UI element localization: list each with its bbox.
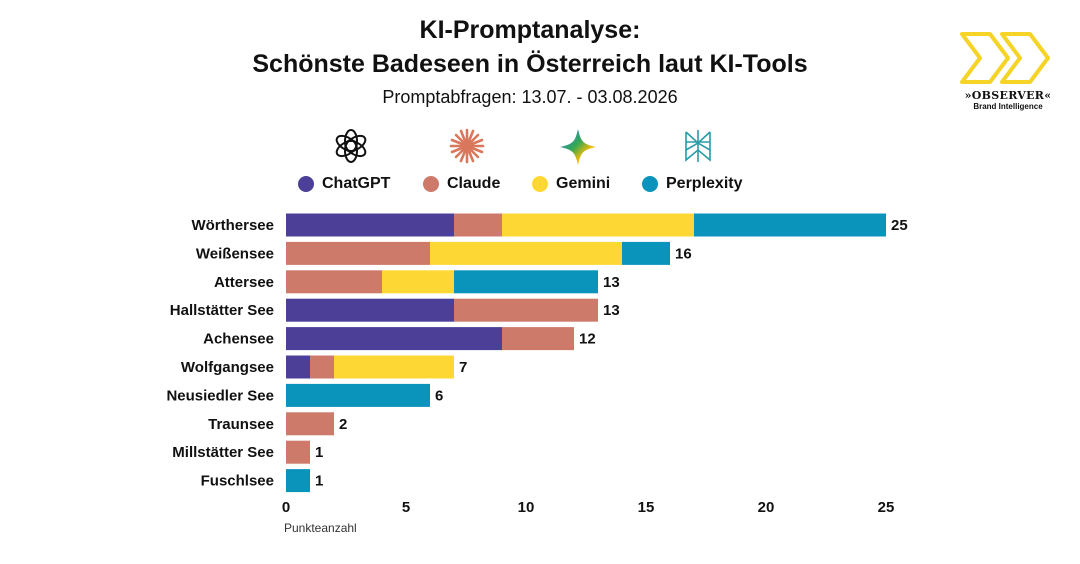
total-label-achensee: 12: [579, 331, 596, 348]
legend-swatch-perplexity: [642, 176, 658, 192]
x-tick-label-5: 5: [402, 499, 410, 516]
total-label-hallstatter-see: 13: [603, 302, 620, 319]
x-tick-label-10: 10: [518, 499, 535, 516]
bar-fuschlsee-perplexity: [286, 469, 310, 493]
brand-name: »OBSERVER«: [964, 89, 1052, 102]
bar-wolfgangsee-gemini: [334, 355, 454, 379]
category-label-hallstatter-see: Hallstätter See: [170, 302, 274, 319]
total-label-wolfgangsee: 7: [459, 359, 467, 376]
bar-traunsee-claude: [286, 412, 334, 436]
legend-swatch-chatgpt: [298, 176, 314, 192]
legend-item-chatgpt: ChatGPT: [298, 173, 390, 195]
bar-wolfgangsee-claude: [310, 355, 334, 379]
legend-swatch-claude: [423, 176, 439, 192]
bar-worthersee-gemini: [502, 213, 694, 237]
x-tick-label-25: 25: [878, 499, 895, 516]
legend-label-perplexity: Perplexity: [666, 175, 743, 192]
brand-tagline: Brand Intelligence: [973, 102, 1043, 111]
x-tick-label-15: 15: [638, 499, 655, 516]
total-label-millstatter-see: 1: [315, 444, 323, 461]
category-label-weissensee: Weißensee: [196, 245, 274, 262]
chart-title-line1: KI-Promptanalyse:: [419, 16, 641, 44]
bar-weissensee-gemini: [430, 241, 622, 265]
legend-item-perplexity: Perplexity: [642, 173, 742, 195]
legend-label-chatgpt: ChatGPT: [322, 175, 391, 192]
total-label-traunsee: 2: [339, 416, 347, 433]
bar-neusiedler-see-perplexity: [286, 383, 430, 407]
bar-hallstatter-see-claude: [454, 298, 598, 322]
bar-wolfgangsee-chatgpt: [286, 355, 310, 379]
legend-swatch-gemini: [532, 176, 548, 192]
category-label-achensee: Achensee: [203, 331, 274, 348]
legend-label-gemini: Gemini: [556, 175, 611, 192]
legend-label-claude: Claude: [447, 175, 501, 192]
bar-achensee-claude: [502, 327, 574, 351]
bar-worthersee-perplexity: [694, 213, 886, 237]
legend-item-claude: Claude: [423, 173, 500, 195]
bar-attersee-perplexity: [454, 270, 598, 294]
chart-title-line2: Schönste Badeseen in Österreich laut KI-…: [252, 50, 808, 78]
total-label-weissensee: 16: [675, 245, 692, 262]
x-axis-label: Punkteanzahl: [284, 521, 357, 535]
total-label-worthersee: 25: [891, 217, 908, 234]
bar-attersee-gemini: [382, 270, 454, 294]
total-label-neusiedler-see: 6: [435, 387, 443, 404]
category-label-millstatter-see: Millstätter See: [172, 444, 274, 461]
double-chevron-icon: [960, 32, 1050, 84]
category-label-worthersee: Wörthersee: [191, 217, 274, 234]
chart-subtitle: Promptabfragen: 13.07. - 03.08.2026: [382, 87, 678, 107]
total-label-fuschlsee: 1: [315, 473, 323, 490]
bar-weissensee-claude: [286, 241, 430, 265]
bar-hallstatter-see-chatgpt: [286, 298, 454, 322]
bar-worthersee-claude: [454, 213, 502, 237]
category-label-neusiedler-see: Neusiedler See: [166, 387, 274, 404]
total-label-attersee: 13: [603, 274, 620, 291]
bar-worthersee-chatgpt: [286, 213, 454, 237]
legend-item-gemini: Gemini: [532, 173, 610, 195]
bar-achensee-chatgpt: [286, 327, 502, 351]
category-label-traunsee: Traunsee: [208, 416, 274, 433]
category-label-fuschlsee: Fuschlsee: [201, 473, 274, 490]
bar-weissensee-perplexity: [622, 241, 670, 265]
x-tick-label-20: 20: [758, 499, 775, 516]
category-label-attersee: Attersee: [214, 274, 274, 291]
bar-attersee-claude: [286, 270, 382, 294]
category-label-wolfgangsee: Wolfgangsee: [181, 359, 274, 376]
x-tick-label-0: 0: [282, 499, 290, 516]
bar-millstatter-see-claude: [286, 440, 310, 464]
